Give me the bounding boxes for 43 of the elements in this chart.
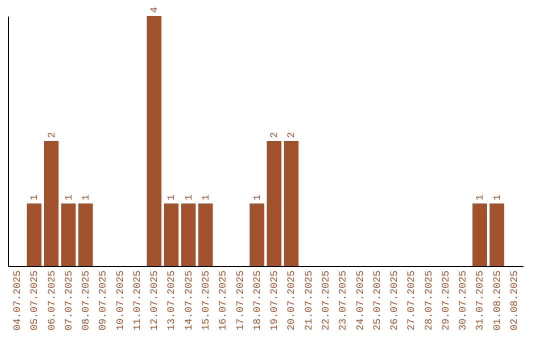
x-tick-label: 17.07.2025 [236,270,247,331]
x-tick-label: 21.07.2025 [304,270,316,331]
x-tick-label: 27.07.2025 [407,270,418,331]
data-label: 4 [150,6,162,13]
x-tick-label: 13.07.2025 [167,270,178,331]
x-tick-label: 10.07.2025 [116,270,127,331]
x-tick-label: 26.07.2025 [390,270,402,331]
data-label: 1 [30,194,42,200]
x-tick-label: 02.08.2025 [510,270,522,331]
data-label: 1 [202,194,213,200]
x-tick-label: 20.07.2025 [287,270,298,331]
x-tick-label: 19.07.2025 [270,270,282,331]
x-tick-label: 15.07.2025 [202,270,213,331]
data-label: 1 [252,194,264,200]
x-tick-label: 25.07.2025 [372,270,384,331]
x-tick-label: 12.07.2025 [150,270,162,331]
x-tick-label: 18.07.2025 [252,270,264,331]
x-tick-label: 04.07.2025 [13,270,24,331]
x-tick-label: 16.07.2025 [218,270,230,331]
x-tick-label: 14.07.2025 [184,270,196,331]
x-tick-label: 23.07.2025 [338,270,350,331]
data-label: 1 [64,194,76,200]
x-tick-label: 05.07.2025 [30,270,42,331]
data-label: 1 [167,194,178,200]
x-tick-label: 07.07.2025 [64,270,76,331]
x-tick-label: 31.07.2025 [476,270,487,331]
x-tick-label: 29.07.2025 [441,270,452,331]
x-tick-label: 22.07.2025 [321,270,332,331]
data-label: 2 [287,132,298,138]
x-tick-label: 30.07.2025 [458,270,470,331]
x-tick-label: 01.08.2025 [492,270,504,331]
x-tick-label: 06.07.2025 [47,270,58,331]
data-label: 1 [492,194,504,200]
data-label: 2 [270,132,282,138]
data-label: 1 [82,194,93,200]
x-tick-label: 08.07.2025 [82,270,93,331]
x-tick-label: 28.07.2025 [424,270,436,331]
x-tick-label: 11.07.2025 [132,270,144,331]
x-tick-label: 09.07.2025 [98,270,110,331]
data-label: 2 [47,132,58,138]
data-label: 1 [476,194,487,200]
x-tick-label: 24.07.2025 [356,270,367,331]
data-label: 1 [184,194,196,200]
